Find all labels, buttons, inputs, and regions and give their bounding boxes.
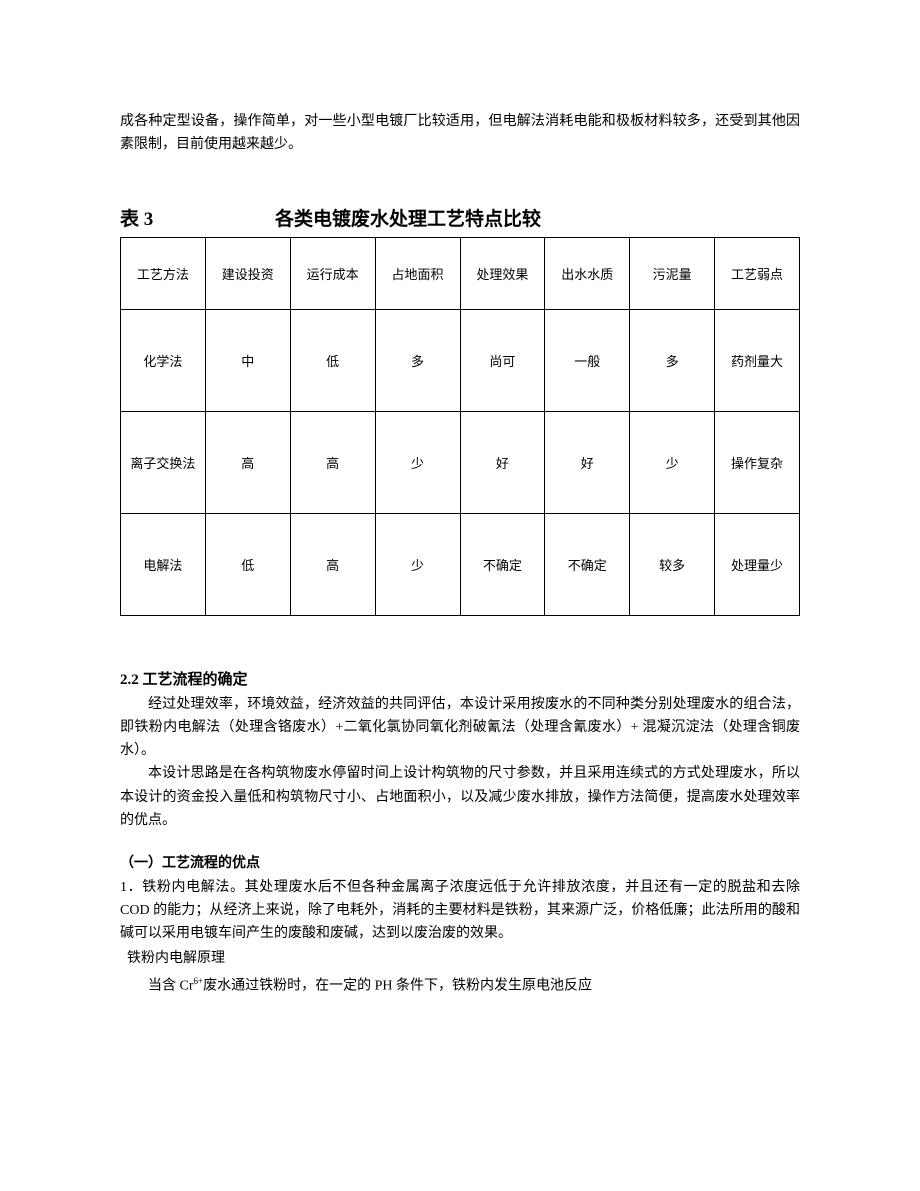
section-2-2-p1: 经过处理效率，环境效益，经济效益的共同评估，本设计采用按废水的不同种类分别处理废… — [120, 693, 800, 762]
cell: 一般 — [545, 310, 630, 412]
cell: 中 — [205, 310, 290, 412]
col-header: 运行成本 — [290, 238, 375, 310]
table-header-row: 工艺方法 建设投资 运行成本 占地面积 处理效果 出水水质 污泥量 工艺弱点 — [121, 238, 800, 310]
table-row: 化学法 中 低 多 尚可 一般 多 药剂量大 — [121, 310, 800, 412]
cell: 低 — [290, 310, 375, 412]
superscript: 6+ — [194, 976, 204, 986]
cell: 少 — [375, 514, 460, 616]
col-header: 污泥量 — [630, 238, 715, 310]
section-2-2-p2: 本设计思路是在各构筑物废水停留时间上设计构筑物的尺寸参数，并且采用连续式的方式处… — [120, 762, 800, 831]
cell: 多 — [630, 310, 715, 412]
cell: 高 — [290, 412, 375, 514]
col-header: 工艺方法 — [121, 238, 206, 310]
cell: 较多 — [630, 514, 715, 616]
cell: 离子交换法 — [121, 412, 206, 514]
comparison-table: 工艺方法 建设投资 运行成本 占地面积 处理效果 出水水质 污泥量 工艺弱点 化… — [120, 237, 800, 616]
col-header: 占地面积 — [375, 238, 460, 310]
cell: 电解法 — [121, 514, 206, 616]
cell: 高 — [205, 412, 290, 514]
table-row: 电解法 低 高 少 不确定 不确定 较多 处理量少 — [121, 514, 800, 616]
subsection-1-p1: 1．铁粉内电解法。其处理废水后不但各种金属离子浓度远低于允许排放浓度，并且还有一… — [120, 876, 800, 945]
principle-suffix: 废水通过铁粉时，在一定的 PH 条件下，铁粉内发生原电池反应 — [203, 979, 592, 994]
subsection-1-heading: （一）工艺流程的优点 — [120, 852, 800, 872]
col-header: 处理效果 — [460, 238, 545, 310]
principle-label: 铁粉内电解原理 — [127, 947, 800, 970]
cell: 少 — [630, 412, 715, 514]
table-row: 离子交换法 高 高 少 好 好 少 操作复杂 — [121, 412, 800, 514]
cell: 不确定 — [460, 514, 545, 616]
cell: 化学法 — [121, 310, 206, 412]
cell: 处理量少 — [715, 514, 800, 616]
cell: 操作复杂 — [715, 412, 800, 514]
col-header: 工艺弱点 — [715, 238, 800, 310]
cell: 药剂量大 — [715, 310, 800, 412]
table-label: 表 3 — [120, 204, 275, 231]
cell: 不确定 — [545, 514, 630, 616]
cell: 多 — [375, 310, 460, 412]
cell: 好 — [460, 412, 545, 514]
cell: 低 — [205, 514, 290, 616]
table-heading: 表 3 各类电镀废水处理工艺特点比较 — [120, 204, 800, 231]
cell: 尚可 — [460, 310, 545, 412]
cell: 好 — [545, 412, 630, 514]
intro-paragraph: 成各种定型设备，操作简单，对一些小型电镀厂比较适用，但电解法消耗电能和极板材料较… — [120, 110, 800, 156]
principle-description: 当含 Cr6+废水通过铁粉时，在一定的 PH 条件下，铁粉内发生原电池反应 — [120, 974, 800, 998]
col-header: 建设投资 — [205, 238, 290, 310]
table-title: 各类电镀废水处理工艺特点比较 — [275, 204, 541, 231]
cell: 高 — [290, 514, 375, 616]
cell: 少 — [375, 412, 460, 514]
principle-prefix: 当含 Cr — [148, 979, 194, 994]
col-header: 出水水质 — [545, 238, 630, 310]
section-2-2-heading: 2.2 工艺流程的确定 — [120, 668, 800, 689]
